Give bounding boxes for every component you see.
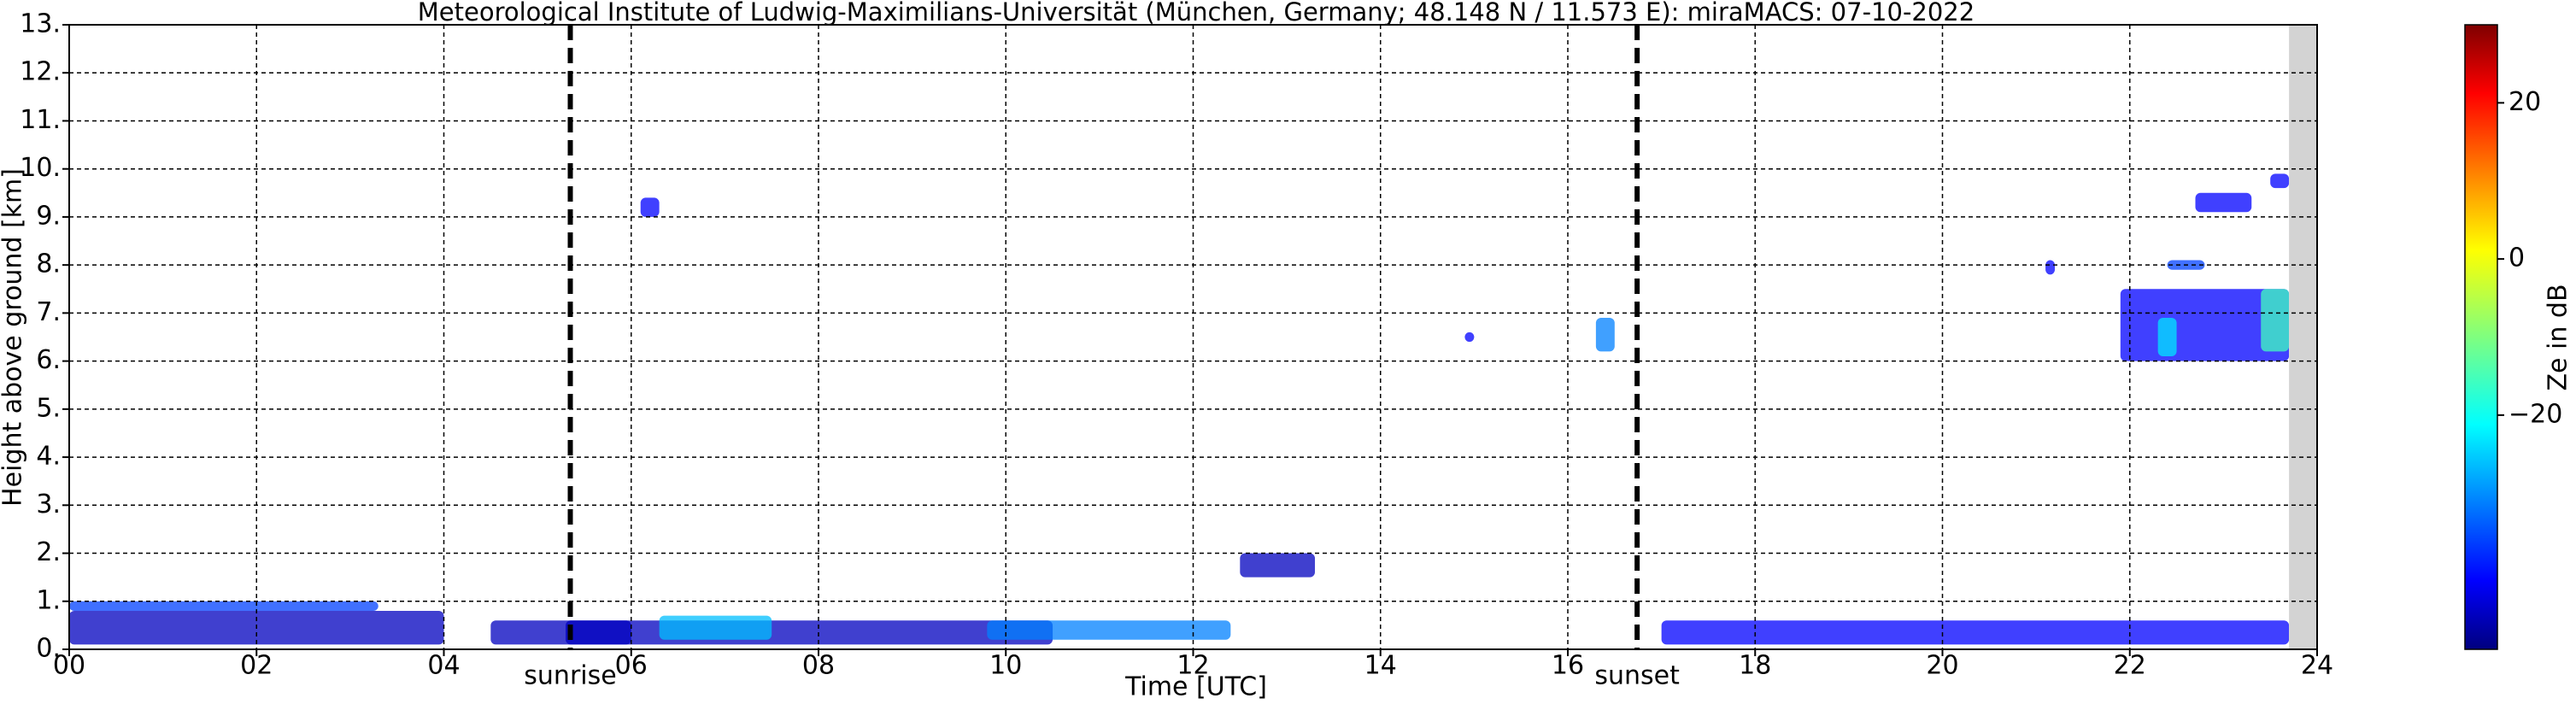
y-tick-label: 11.	[20, 105, 61, 135]
colorbar-tick-label: 20	[2509, 87, 2541, 117]
y-tick-label: 1.	[36, 585, 61, 615]
x-tick-label: 16	[1552, 651, 1584, 681]
echo	[659, 615, 772, 640]
y-axis-label: Height above ground [km]	[0, 168, 28, 507]
y-tick-label: 10.	[20, 153, 61, 183]
x-axis-label: Time [UTC]	[1124, 672, 1267, 702]
y-tick-label: 2.	[36, 537, 61, 567]
echo	[1661, 620, 2290, 645]
x-tick-label: 08	[802, 651, 835, 681]
echo	[2270, 173, 2290, 189]
y-tick-label: 9.	[36, 201, 61, 231]
colorbar-label: Ze in dB	[2544, 284, 2573, 390]
y-tick-label: 8.	[36, 249, 61, 279]
y-tick-label: 3.	[36, 490, 61, 519]
echo	[987, 620, 1231, 640]
echo	[2045, 260, 2056, 275]
echo	[2157, 318, 2177, 356]
y-tick-label: 0.	[36, 634, 61, 664]
colorbar-tick-label: 0	[2509, 243, 2525, 273]
x-tick-label: 02	[240, 651, 273, 681]
colorbar-tick-label: −20	[2509, 399, 2562, 429]
y-tick-label: 7.	[36, 297, 61, 327]
y-tick-label: 5.	[36, 393, 61, 423]
x-tick-label: 06	[615, 651, 648, 681]
x-tick-label: 04	[427, 651, 460, 681]
sun-marker-label: sunrise	[524, 661, 616, 691]
echo	[640, 197, 660, 217]
x-tick-label: 10	[989, 651, 1022, 681]
colorbar	[2465, 25, 2497, 649]
x-tick-label: 24	[2301, 651, 2333, 681]
x-tick-label: 14	[1364, 651, 1397, 681]
chart-title: Meteorological Institute of Ludwig-Maxim…	[418, 0, 1975, 26]
x-tick-label: 12	[1177, 651, 1209, 681]
plot-frame	[68, 24, 2318, 650]
echo	[566, 620, 1053, 645]
y-tick-label: 13.	[20, 9, 61, 39]
echo	[69, 601, 378, 612]
echo	[1595, 318, 1615, 352]
colorbar-frame	[2464, 24, 2498, 650]
x-tick-label: 22	[2114, 651, 2146, 681]
y-tick-label: 6.	[36, 345, 61, 375]
x-tick-label: 00	[53, 651, 85, 681]
y-tick-label: 4.	[36, 442, 61, 472]
echo	[1464, 331, 1475, 343]
x-tick-label: 18	[1739, 651, 1771, 681]
echo	[2261, 289, 2290, 352]
no-data	[2289, 25, 2317, 649]
y-tick-label: 12.	[20, 57, 61, 87]
echo	[2195, 192, 2252, 213]
sun-marker-label: sunset	[1594, 661, 1680, 691]
x-tick-label: 20	[1926, 651, 1958, 681]
echo	[1240, 553, 1316, 578]
